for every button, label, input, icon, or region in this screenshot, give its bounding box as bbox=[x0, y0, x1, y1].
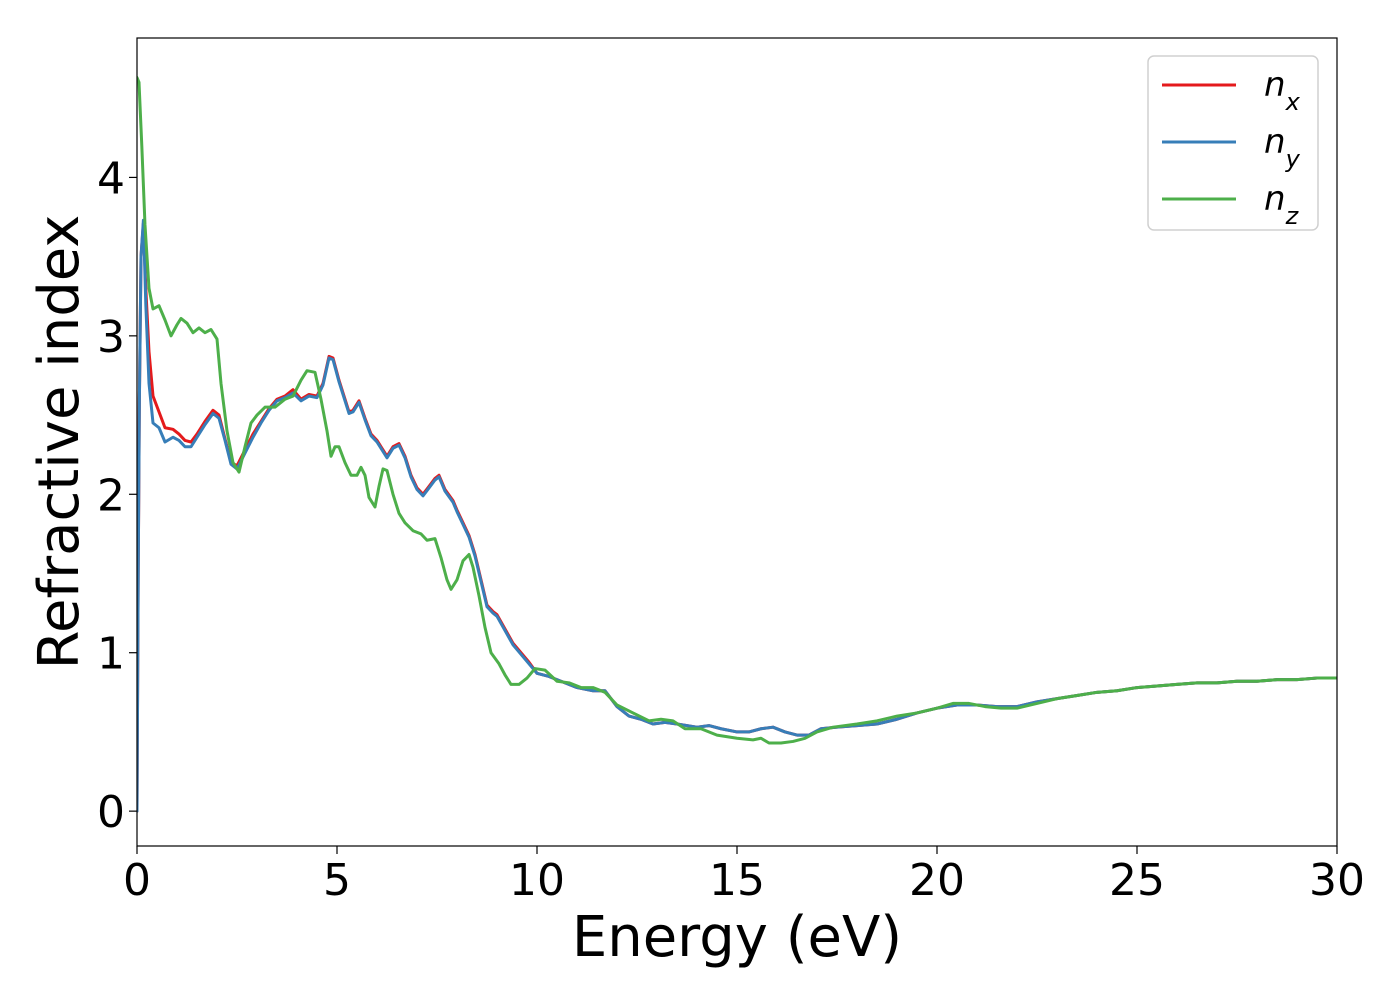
x-tick-label: 10 bbox=[509, 855, 565, 906]
x-tick-label: 25 bbox=[1109, 855, 1165, 906]
y-tick-label: 4 bbox=[97, 153, 125, 204]
series-line-nz bbox=[137, 76, 1337, 745]
y-axis-title: Refractive index bbox=[27, 215, 92, 670]
x-tick-label: 5 bbox=[323, 855, 351, 906]
y-axis: 0 1 2 3 4 bbox=[97, 153, 137, 838]
x-tick-label: 0 bbox=[123, 855, 151, 906]
x-axis-title: Energy (eV) bbox=[572, 905, 902, 970]
series-layer bbox=[137, 76, 1337, 813]
y-tick-label: 2 bbox=[97, 470, 125, 521]
y-tick-label: 0 bbox=[97, 787, 125, 838]
x-tick-label: 20 bbox=[909, 855, 965, 906]
x-tick-label: 30 bbox=[1309, 855, 1365, 906]
x-tick-label: 15 bbox=[709, 855, 765, 906]
y-tick-label: 1 bbox=[97, 629, 125, 680]
series-line-nx bbox=[137, 221, 1337, 813]
series-line-ny bbox=[137, 218, 1337, 813]
x-axis: 0 5 10 15 20 25 30 bbox=[123, 846, 1365, 906]
y-tick-label: 3 bbox=[97, 312, 125, 363]
